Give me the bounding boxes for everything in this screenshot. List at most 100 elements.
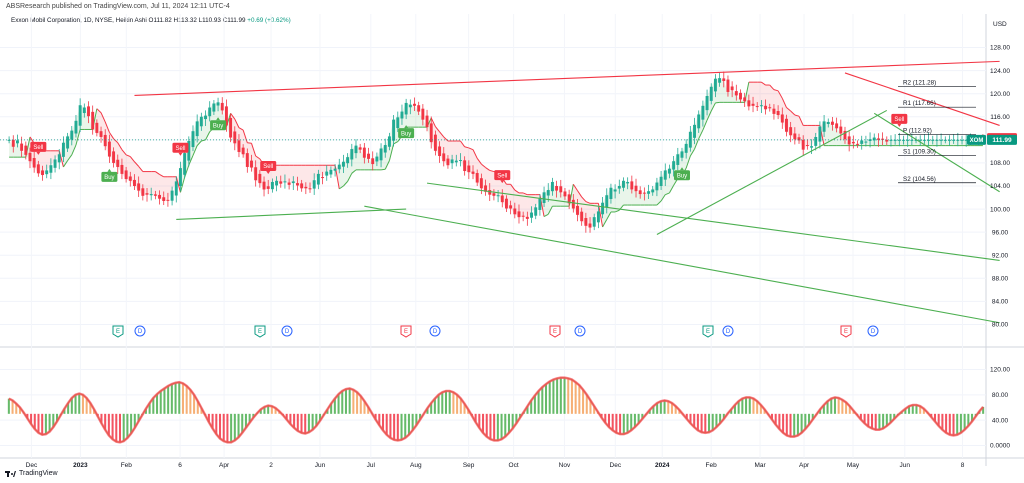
candle-body xyxy=(521,215,525,217)
candle-body xyxy=(350,149,354,160)
candle-body xyxy=(914,139,918,141)
candle-body xyxy=(120,164,124,174)
candle-body xyxy=(137,183,141,191)
osc-y-tick-label: 120.00 xyxy=(990,367,1010,374)
trail-line xyxy=(196,140,202,146)
candle-body xyxy=(622,180,625,188)
candle-body xyxy=(162,197,166,201)
dividend-marker xyxy=(429,325,441,337)
support-trendline xyxy=(364,205,1000,324)
candle-body xyxy=(463,160,467,171)
trail-line xyxy=(230,113,236,120)
trail-fill xyxy=(322,165,327,178)
trail-line xyxy=(347,173,353,182)
trail-line xyxy=(481,163,486,168)
candle-body xyxy=(454,160,458,163)
trail-line xyxy=(134,161,140,167)
trendlines xyxy=(134,60,1000,324)
candle-body xyxy=(116,159,120,167)
signal-text: Sell xyxy=(263,164,273,170)
trail-fill xyxy=(368,158,373,170)
candle-body xyxy=(730,86,734,91)
candle-body xyxy=(580,211,584,222)
candle-body xyxy=(663,170,667,180)
candle-body xyxy=(7,139,11,141)
candle-body xyxy=(680,151,684,158)
candle-body xyxy=(229,117,233,138)
price-axis: 128.00124.00120.00116.00112.00108.00104.… xyxy=(967,45,1017,450)
candle-body xyxy=(204,115,207,120)
candle-body xyxy=(421,108,425,120)
trail-line xyxy=(489,169,495,173)
candle-body xyxy=(41,170,44,176)
dividend-marker xyxy=(134,325,146,337)
trail-line xyxy=(577,190,583,198)
candle-body xyxy=(66,136,70,149)
trail-fill xyxy=(615,186,620,212)
trail-line xyxy=(769,84,775,90)
currency-label: USD xyxy=(993,21,1007,28)
candle-body xyxy=(362,147,366,158)
trail-fill xyxy=(941,139,946,146)
oscillator-panel xyxy=(7,376,985,444)
candle-body xyxy=(417,105,421,112)
y-tick-label: 128.00 xyxy=(990,45,1010,52)
candle-body xyxy=(902,139,905,141)
buy-signal: Buy xyxy=(101,168,118,182)
x-tick-label: Sep xyxy=(463,462,475,469)
candle-body xyxy=(793,133,797,140)
candle-body xyxy=(651,189,655,193)
signal-text: Buy xyxy=(677,173,687,179)
candle-body xyxy=(107,141,111,157)
trail-line xyxy=(597,203,604,228)
trail-fill xyxy=(13,140,18,158)
trail-fill xyxy=(590,203,595,228)
candle-body xyxy=(693,124,696,138)
earnings-marker xyxy=(549,325,561,338)
candle-body xyxy=(45,170,49,175)
trail-line xyxy=(159,174,164,178)
candle-body xyxy=(61,142,65,157)
earnings-marker-text: E xyxy=(553,329,557,335)
candle-body xyxy=(743,97,747,102)
candle-body xyxy=(358,147,362,150)
candle-body xyxy=(371,158,375,165)
dividend-marker-text: D xyxy=(871,329,876,335)
candle-body xyxy=(224,106,228,126)
trail-fill xyxy=(55,150,60,160)
candle-body xyxy=(413,103,416,106)
trail-fill xyxy=(895,139,900,146)
candle-body xyxy=(442,153,446,162)
candle-body xyxy=(768,107,772,109)
candle-body xyxy=(250,160,253,168)
trail-line xyxy=(247,142,252,144)
candle-body xyxy=(864,141,868,143)
osc-line-shadow xyxy=(8,376,985,444)
candle-body xyxy=(78,105,82,126)
candle-body xyxy=(254,167,258,181)
trail-line xyxy=(251,143,257,157)
candle-body xyxy=(826,121,830,124)
candle-body xyxy=(856,143,859,145)
candle-body xyxy=(191,131,195,148)
trail-fill xyxy=(636,191,641,206)
x-tick-label: Dec xyxy=(26,462,38,469)
candle-body xyxy=(433,134,437,151)
trail-line xyxy=(129,156,135,163)
candle-body xyxy=(220,102,224,111)
earnings-marker-text: E xyxy=(258,329,262,335)
candlestick-series xyxy=(0,71,986,233)
trail-fill xyxy=(932,139,937,146)
candle-body xyxy=(885,139,889,142)
dividend-marker xyxy=(281,325,293,337)
candle-body xyxy=(82,107,86,114)
trail-line xyxy=(715,101,720,104)
trail-fill xyxy=(832,124,837,146)
trail-line xyxy=(100,112,106,123)
trail-fill xyxy=(452,141,457,161)
trail-fill xyxy=(907,139,912,146)
candle-body xyxy=(759,105,763,107)
trail-line xyxy=(443,136,449,142)
x-tick-label: Mar xyxy=(754,462,766,469)
